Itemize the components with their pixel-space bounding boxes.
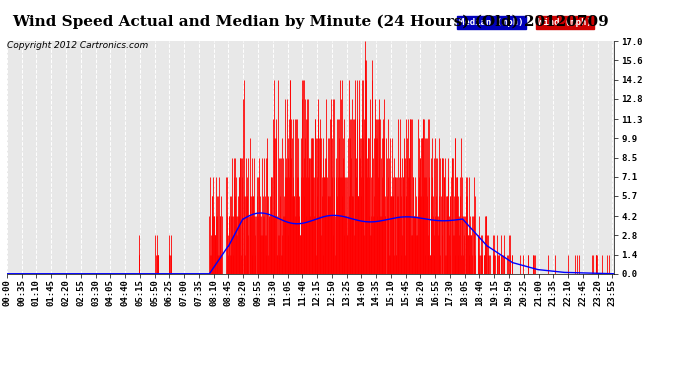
- Text: Wind (mph): Wind (mph): [538, 18, 592, 27]
- Text: Copyright 2012 Cartronics.com: Copyright 2012 Cartronics.com: [7, 41, 148, 50]
- Text: Median (mph): Median (mph): [460, 18, 524, 27]
- Text: Wind Speed Actual and Median by Minute (24 Hours) (Old) 20120709: Wind Speed Actual and Median by Minute (…: [12, 15, 609, 29]
